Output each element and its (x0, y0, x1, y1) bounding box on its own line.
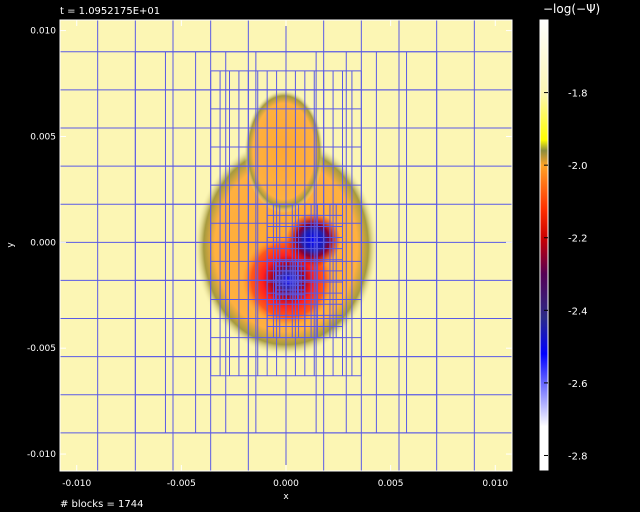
x-tick-label: -0.005 (167, 479, 196, 489)
colorbar-tick-label: -2.2 (568, 234, 588, 245)
y-tick-label: 0.000 (30, 238, 56, 248)
x-tick-label: -0.010 (62, 479, 91, 489)
y-tick-label: 0.010 (30, 27, 56, 37)
colorbar-tick-label: -2.8 (568, 451, 588, 462)
colorbar-tick-label: -2.6 (568, 379, 588, 390)
y-tick-label: -0.005 (27, 344, 56, 354)
x-axis: -0.010 -0.005 0.000 0.005 0.010 (62, 20, 508, 489)
blocks-label: # blocks = 1744 (60, 499, 144, 510)
colorbar-title: −log(−Ψ) (543, 2, 600, 16)
colorbar (539, 19, 549, 471)
x-tick-label: 0.010 (482, 479, 508, 489)
colorbar-tick-label: -1.8 (568, 89, 588, 100)
colorbar-tick-label: -2.4 (568, 306, 588, 317)
x-axis-label: x (283, 492, 289, 502)
colorbar-ticks: -1.8 -2.0 -2.2 -2.4 -2.6 -2.8 (544, 89, 588, 462)
y-axis-label: y (6, 242, 16, 248)
y-tick-label: 0.005 (30, 132, 56, 142)
x-tick-label: 0.000 (273, 479, 299, 489)
time-label: t = 1.0952175E+01 (60, 6, 160, 17)
y-tick-label: -0.010 (27, 450, 56, 460)
x-tick-label: 0.005 (378, 479, 404, 489)
colorbar-tick-label: -2.0 (568, 161, 588, 172)
upper-lobe-region (244, 89, 324, 213)
y-axis: 0.010 0.005 0.000 -0.005 -0.010 (27, 27, 512, 460)
potential-minimum (286, 213, 341, 268)
plot-area (60, 20, 512, 471)
